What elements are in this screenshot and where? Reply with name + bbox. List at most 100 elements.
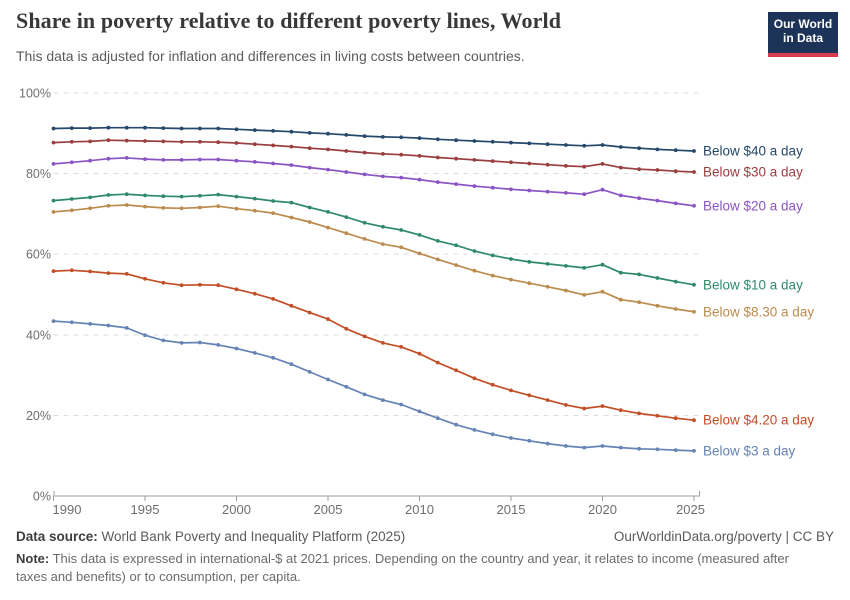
data-point[interactable]: [417, 136, 422, 141]
data-point[interactable]: [362, 392, 367, 397]
data-point[interactable]: [490, 382, 495, 387]
data-point[interactable]: [472, 376, 477, 381]
data-point[interactable]: [271, 297, 275, 301]
data-point[interactable]: [124, 192, 129, 197]
data-point[interactable]: [600, 444, 605, 448]
data-point[interactable]: [106, 156, 111, 161]
data-point[interactable]: [600, 143, 605, 147]
data-point[interactable]: [69, 320, 74, 325]
data-point[interactable]: [234, 141, 239, 145]
data-point[interactable]: [454, 156, 458, 161]
data-point[interactable]: [509, 187, 513, 192]
data-point[interactable]: [198, 139, 202, 144]
data-point[interactable]: [124, 326, 129, 330]
data-point[interactable]: [252, 351, 257, 355]
data-point[interactable]: [618, 145, 623, 149]
data-point[interactable]: [124, 138, 129, 143]
data-point[interactable]: [88, 139, 92, 144]
data-point[interactable]: [161, 194, 166, 199]
data-point[interactable]: [381, 341, 385, 345]
series-line[interactable]: [53, 204, 695, 313]
data-point[interactable]: [381, 224, 385, 229]
data-point[interactable]: [271, 161, 275, 166]
data-point[interactable]: [637, 167, 641, 172]
data-point[interactable]: [216, 192, 221, 197]
data-point[interactable]: [161, 280, 166, 285]
data-point[interactable]: [106, 193, 111, 197]
data-point[interactable]: [381, 242, 385, 247]
data-point[interactable]: [88, 195, 92, 200]
data-point[interactable]: [271, 211, 275, 216]
series-below-4-20-a-day[interactable]: Below $4.20 a day: [51, 268, 815, 428]
data-point[interactable]: [124, 156, 129, 160]
data-point[interactable]: [582, 266, 587, 270]
series-line[interactable]: [53, 269, 695, 422]
data-point[interactable]: [381, 174, 385, 179]
data-point[interactable]: [271, 143, 275, 148]
series-line[interactable]: [53, 139, 695, 173]
series-below-10-a-day[interactable]: Below $10 a day: [51, 192, 803, 292]
data-point[interactable]: [161, 139, 166, 144]
data-point[interactable]: [198, 126, 202, 131]
series-line[interactable]: [53, 126, 695, 152]
data-point[interactable]: [362, 220, 367, 225]
data-point[interactable]: [307, 220, 312, 224]
data-point[interactable]: [582, 164, 587, 169]
data-point[interactable]: [51, 126, 56, 131]
data-point[interactable]: [435, 180, 440, 185]
data-point[interactable]: [564, 143, 568, 147]
data-point[interactable]: [527, 281, 532, 286]
data-point[interactable]: [307, 205, 312, 210]
data-point[interactable]: [362, 237, 367, 241]
data-point[interactable]: [673, 448, 678, 452]
data-point[interactable]: [435, 239, 440, 243]
data-point[interactable]: [564, 403, 568, 407]
data-point[interactable]: [179, 194, 184, 199]
data-point[interactable]: [472, 139, 477, 143]
data-point[interactable]: [545, 189, 550, 194]
data-point[interactable]: [51, 319, 56, 323]
data-point[interactable]: [673, 169, 678, 174]
data-point[interactable]: [673, 416, 678, 421]
data-point[interactable]: [692, 309, 696, 314]
data-point[interactable]: [600, 404, 605, 408]
data-point[interactable]: [655, 303, 660, 308]
data-point[interactable]: [51, 198, 56, 203]
data-point[interactable]: [216, 204, 221, 209]
data-point[interactable]: [307, 146, 312, 151]
data-point[interactable]: [307, 310, 312, 315]
data-point[interactable]: [362, 150, 367, 155]
data-point[interactable]: [637, 411, 641, 416]
data-point[interactable]: [527, 260, 532, 264]
data-point[interactable]: [472, 428, 477, 432]
data-point[interactable]: [618, 297, 623, 302]
data-point[interactable]: [307, 165, 312, 170]
data-point[interactable]: [509, 436, 513, 440]
data-point[interactable]: [564, 444, 568, 448]
data-point[interactable]: [545, 162, 550, 167]
data-point[interactable]: [600, 187, 605, 192]
data-point[interactable]: [234, 287, 239, 292]
data-point[interactable]: [454, 243, 458, 248]
data-point[interactable]: [399, 135, 404, 140]
data-point[interactable]: [69, 268, 74, 273]
data-point[interactable]: [344, 170, 349, 174]
data-point[interactable]: [326, 147, 330, 152]
data-point[interactable]: [216, 140, 221, 145]
data-point[interactable]: [435, 155, 440, 160]
data-point[interactable]: [362, 134, 367, 139]
data-point[interactable]: [435, 137, 440, 142]
data-point[interactable]: [637, 146, 641, 151]
data-point[interactable]: [399, 345, 404, 349]
data-point[interactable]: [344, 215, 349, 220]
data-point[interactable]: [472, 184, 477, 189]
data-point[interactable]: [564, 288, 568, 293]
data-point[interactable]: [454, 368, 458, 373]
data-point[interactable]: [527, 161, 532, 166]
data-point[interactable]: [198, 205, 202, 210]
data-point[interactable]: [618, 270, 623, 275]
data-point[interactable]: [179, 283, 184, 288]
data-point[interactable]: [655, 413, 660, 418]
data-point[interactable]: [673, 148, 678, 153]
data-point[interactable]: [655, 147, 660, 152]
